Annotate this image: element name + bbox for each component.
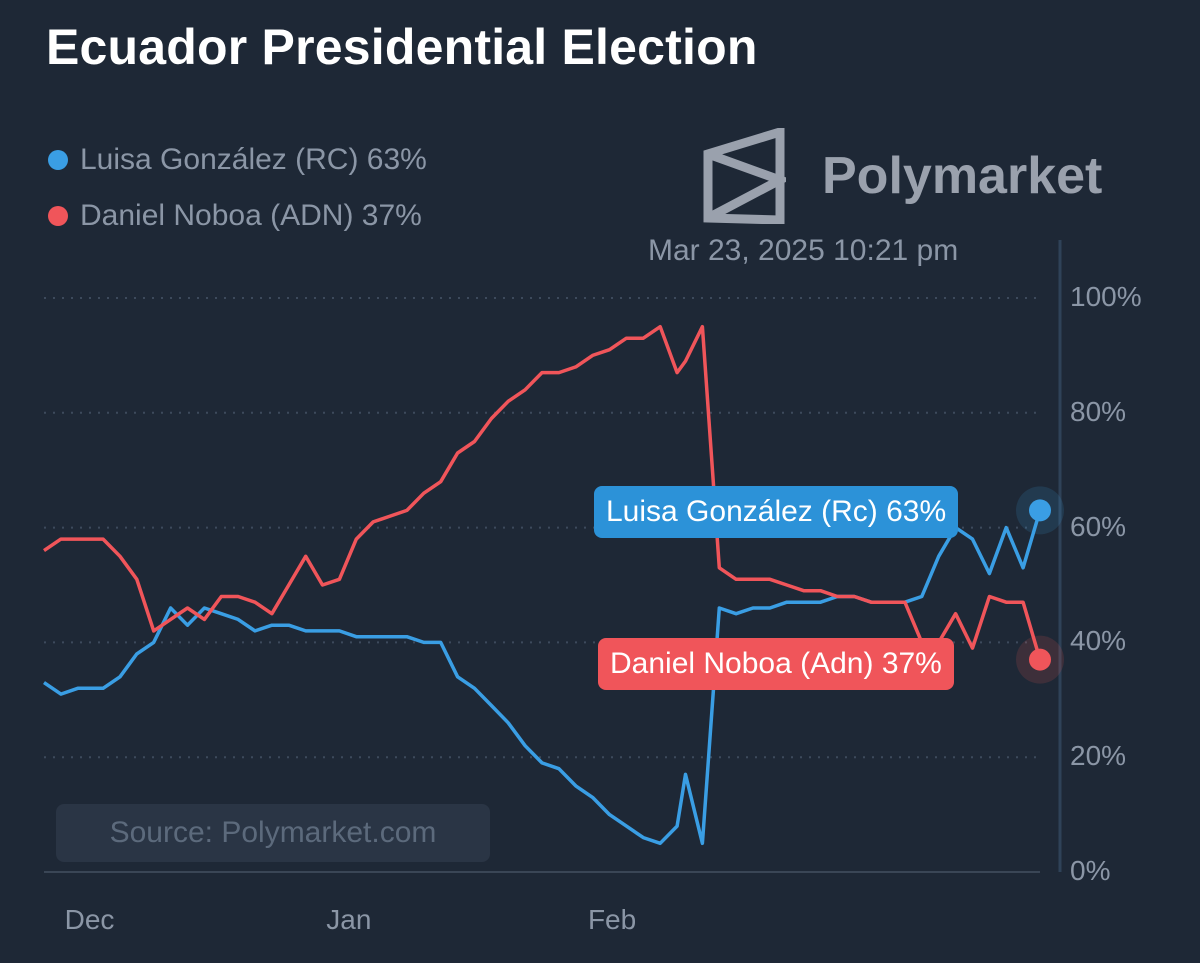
x-tick-label: Feb bbox=[587, 904, 637, 935]
callout-gonzalez: Luisa González (Rc) 63% bbox=[594, 486, 959, 538]
y-tick-label: 20% bbox=[1070, 740, 1127, 772]
end-marker-gonzalez[interactable] bbox=[1029, 499, 1051, 522]
callout-noboa: Daniel Noboa (Adn) 37% bbox=[598, 638, 954, 690]
series-line-noboa[interactable] bbox=[43, 324, 1042, 661]
timestamp: Mar 23, 2025 10:21 pm bbox=[648, 234, 959, 267]
legend-item-gonzalez[interactable]: Luisa González (RC) 63% bbox=[48, 132, 427, 188]
legend-label-noboa: Daniel Noboa (ADN) 37% bbox=[80, 199, 422, 232]
x-tick-label: Dec bbox=[64, 904, 115, 935]
brand-name: Polymarket bbox=[822, 147, 1103, 205]
legend-dot-noboa bbox=[48, 206, 68, 226]
y-tick-label: 60% bbox=[1070, 510, 1127, 542]
y-tick-label: 100% bbox=[1070, 281, 1142, 312]
brand: Polymarket bbox=[702, 128, 1102, 224]
polymarket-logo-icon bbox=[703, 128, 786, 224]
x-tick-label: Jan bbox=[326, 904, 372, 935]
end-marker-noboa[interactable] bbox=[1029, 648, 1051, 671]
y-tick-label: 80% bbox=[1070, 395, 1127, 427]
legend-dot-gonzalez bbox=[48, 150, 68, 170]
chart-title: Ecuador Presidential Election bbox=[46, 19, 758, 75]
source-label: Source: Polymarket.com bbox=[56, 804, 490, 862]
legend-item-noboa[interactable]: Daniel Noboa (ADN) 37% bbox=[48, 188, 427, 244]
y-tick-label: 40% bbox=[1070, 625, 1127, 657]
legend-label-gonzalez: Luisa González (RC) 63% bbox=[80, 143, 427, 176]
legend: Luisa González (RC) 63% Daniel Noboa (AD… bbox=[48, 132, 427, 244]
y-tick-label: 0% bbox=[1070, 855, 1111, 886]
